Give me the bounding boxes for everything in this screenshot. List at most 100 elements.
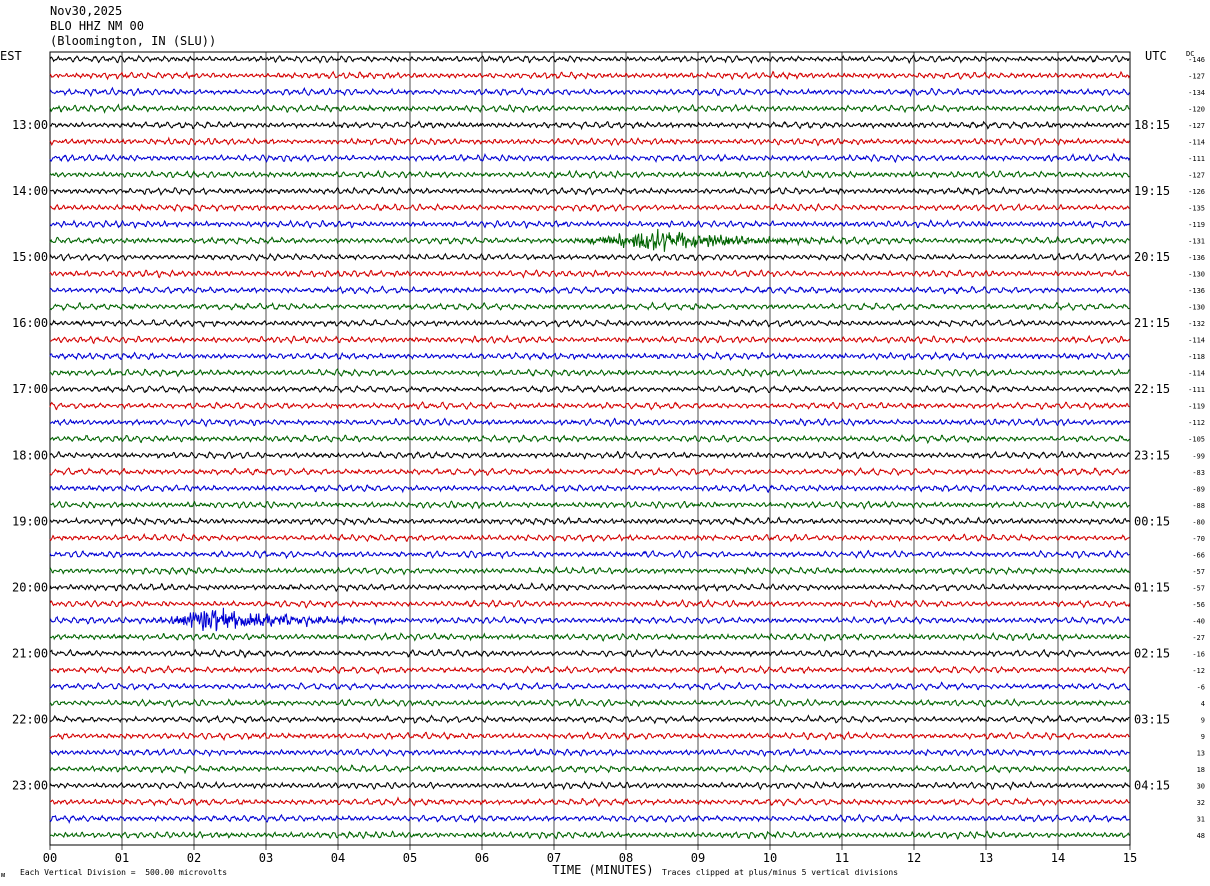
trace-row-32 [50,582,1130,593]
right-hour-label: 19:15 [1134,184,1170,198]
dc-offset-label: -105 [1188,436,1205,444]
trace-row-27 [49,500,1130,510]
trace-row-0 [49,54,1130,65]
scale-note: Each Vertical Division = 500.00 microvol… [20,868,227,877]
trace-row-3 [49,103,1130,114]
dc-offset-label: -27 [1192,634,1205,642]
left-hour-label: 19:00 [12,514,48,528]
clip-note: Traces clipped at plus/minus 5 vertical … [662,868,898,877]
left-hour-label: 13:00 [12,118,48,132]
right-hour-label: 02:15 [1134,646,1170,660]
dc-offset-label: -57 [1192,568,1205,576]
trace-row-37 [49,665,1130,675]
trace-row-25 [49,466,1130,477]
dc-offset-label: -135 [1188,205,1205,213]
trace-row-18 [49,351,1130,361]
trace-row-14 [49,285,1130,295]
dc-offset-label: -111 [1188,155,1205,163]
left-hour-label: 14:00 [12,184,48,198]
dc-offset-label: -114 [1188,139,1205,147]
trace-row-44 [49,780,1130,791]
trace-row-34 [49,607,1130,632]
dc-offset-label: -131 [1188,238,1205,246]
dc-offset-label: -146 [1188,56,1205,64]
trace-row-42 [49,747,1130,758]
dc-offset-label: -127 [1188,172,1205,180]
trace-row-36 [49,648,1130,659]
dc-offset-label: -132 [1188,320,1205,328]
trace-row-31 [49,565,1130,576]
left-timezone-label: EST [0,49,22,63]
corner-glyph: ᴍ [1,871,5,879]
left-hour-label: 21:00 [12,646,48,660]
trace-row-21 [49,401,1130,411]
dc-offset-label: 9 [1201,716,1205,724]
dc-offset-label: -80 [1192,518,1205,526]
trace-row-29 [49,532,1130,543]
right-hour-label: 01:15 [1134,580,1170,594]
dc-offset-label: -99 [1192,452,1205,460]
x-tick-label: 01 [115,851,129,865]
dc-offset-label: -127 [1188,122,1205,130]
right-hour-label: 04:15 [1134,778,1170,792]
left-hour-label: 16:00 [12,316,48,330]
dc-offset-label: 31 [1197,815,1205,823]
right-hour-label: 03:15 [1134,712,1170,726]
trace-row-39 [49,697,1130,708]
dc-offset-label: 18 [1197,766,1205,774]
left-hour-label: 22:00 [12,712,48,726]
dc-offset-label: -114 [1188,370,1205,378]
trace-row-47 [49,830,1130,841]
trace-row-19 [49,367,1130,378]
dc-offset-label: -112 [1188,419,1205,427]
dc-offset-label: -111 [1188,386,1205,394]
dc-offset-label: -12 [1192,667,1205,675]
dc-offset-label: -40 [1192,617,1205,625]
left-hour-label: 15:00 [12,250,48,264]
dc-offset-label: -56 [1192,601,1205,609]
dc-offset-label: -134 [1188,89,1205,97]
trace-row-7 [49,169,1130,179]
dc-offset-label: -118 [1188,353,1205,361]
x-tick-label: 07 [547,851,561,865]
trace-row-30 [49,549,1130,560]
dc-offset-label: 9 [1201,733,1205,741]
trace-row-10 [49,219,1130,230]
right-timezone-label: UTC [1145,49,1167,63]
x-tick-label: 00 [43,851,57,865]
dc-offset-label: -127 [1188,73,1205,81]
trace-row-41 [49,730,1130,742]
dc-offset-label: -70 [1192,535,1205,543]
dc-offset-label: -119 [1188,221,1205,229]
trace-row-38 [49,681,1130,691]
right-hour-label: 23:15 [1134,448,1170,462]
plot-frame [49,51,1131,846]
trace-row-24 [49,450,1130,460]
dc-offset-label: -119 [1188,403,1205,411]
trace-row-4 [49,120,1130,131]
traces [49,54,1130,841]
left-hour-label: 20:00 [12,580,48,594]
station-label: BLO HHZ NM 00 [50,19,144,33]
trace-row-20 [49,384,1130,394]
x-tick-label: 08 [619,851,633,865]
trace-row-13 [49,269,1130,279]
trace-row-28 [50,516,1130,527]
trace-row-16 [49,318,1130,328]
date-label: Nov30,2025 [50,4,123,18]
x-tick-label: 15 [1123,851,1137,865]
trace-row-23 [49,434,1130,445]
trace-row-40 [49,714,1130,725]
trace-row-12 [49,252,1130,262]
right-hour-label: 20:15 [1134,250,1170,264]
dc-offset-label: -136 [1188,287,1205,295]
x-tick-label: 02 [187,851,201,865]
right-hour-label: 00:15 [1134,514,1170,528]
trace-row-22 [49,417,1130,428]
dc-offset-label: -66 [1192,551,1205,559]
dc-offset-label: 32 [1197,799,1205,807]
x-axis-label: TIME (MINUTES) [552,863,653,877]
trace-row-1 [49,70,1130,81]
x-tick-label: 09 [691,851,705,865]
